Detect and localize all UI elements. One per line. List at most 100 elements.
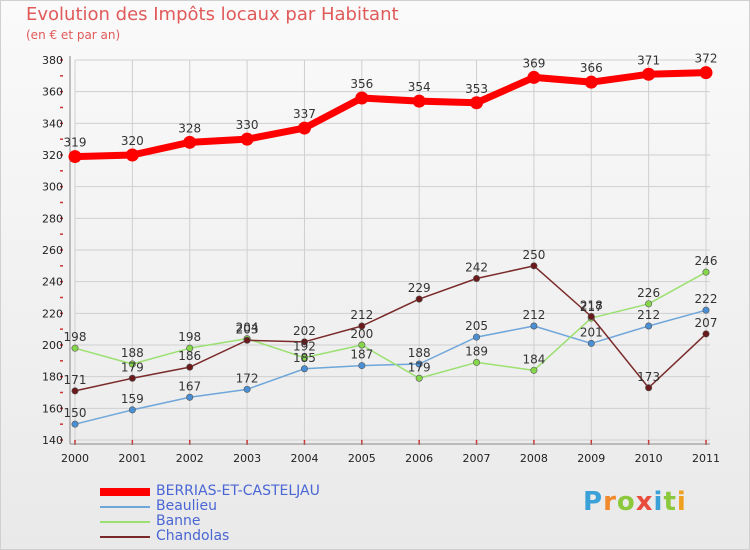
y-tick-label: 280 [42,212,63,225]
data-label-banne: 192 [293,340,316,354]
data-label-chandolas: 207 [695,316,718,330]
data-point-beaulieu [243,385,251,393]
y-tick-label: 340 [42,117,63,130]
data-point-beaulieu [530,322,538,330]
data-point-banne [358,341,366,349]
data-label-chandolas: 186 [178,349,201,363]
data-label-banne: 189 [465,344,488,358]
data-point-chandolas [71,387,79,395]
data-label-chandolas: 173 [637,370,660,384]
x-tick-label: 2001 [118,452,146,465]
chart-title: Evolution des Impôts locaux par Habitant [26,4,399,25]
x-tick-label: 2000 [61,452,89,465]
data-point-beaulieu [473,333,481,341]
data-point-beaulieu [186,393,194,401]
data-label-banne: 217 [580,300,603,314]
data-point-banne [186,344,194,352]
y-tick-label: 220 [42,307,63,320]
y-tick-label: 320 [42,149,63,162]
legend-swatch [100,520,150,523]
data-point-berrias-et-casteljau [68,150,82,164]
data-label-berrias-et-casteljau: 354 [408,80,431,94]
series-line-banne [74,271,707,379]
legend-label: BERRIAS-ET-CASTELJAU [156,483,320,499]
data-point-banne [300,354,308,362]
series-line-chandolas [74,265,707,392]
data-point-banne [71,344,79,352]
data-label-banne: 204 [236,321,259,335]
logo-letter: r [603,487,617,517]
data-point-berrias-et-casteljau [125,148,139,162]
data-label-beaulieu: 150 [64,406,87,420]
data-point-banne [530,366,538,374]
data-label-berrias-et-casteljau: 366 [580,61,603,75]
data-point-berrias-et-casteljau [297,121,311,135]
data-point-beaulieu [702,306,710,314]
y-tick-label: 380 [42,54,63,67]
legend-label: Beaulieu [156,498,217,514]
proxiti-logo: Proxiti [583,487,687,517]
x-tick-label: 2005 [348,452,376,465]
data-label-banne: 198 [178,330,201,344]
y-tick-label: 360 [42,86,63,99]
data-label-chandolas: 242 [465,261,488,275]
data-point-chandolas [702,330,710,338]
data-point-berrias-et-casteljau [699,66,713,80]
legend-swatch [100,487,150,496]
data-label-berrias-et-casteljau: 337 [293,107,316,121]
data-label-beaulieu: 205 [465,319,488,333]
data-point-berrias-et-casteljau [183,135,197,149]
data-point-beaulieu [71,420,79,428]
logo-letter: i [676,487,687,517]
x-tick-label: 2007 [463,452,491,465]
data-point-chandolas [128,374,136,382]
data-label-berrias-et-casteljau: 319 [64,136,87,150]
data-point-chandolas [300,338,308,346]
legend-item-banne: Banne [100,514,320,529]
y-tick-label: 140 [42,434,63,447]
data-point-chandolas [587,312,595,320]
legend: BERRIAS-ET-CASTELJAU Beaulieu Banne Chandol… [100,484,320,544]
data-point-chandolas [645,384,653,392]
data-point-banne [128,360,136,368]
data-point-berrias-et-casteljau [642,67,656,81]
data-label-chandolas: 229 [408,281,431,295]
x-axis-ticks: 2000 2001 2002 2003 2004 2005 2006 2007 2008 2009… [61,452,720,465]
data-point-beaulieu [415,360,423,368]
data-label-beaulieu: 212 [522,308,545,322]
data-label-banne: 200 [350,327,373,341]
x-tick-label: 2008 [520,452,548,465]
series-group [68,66,713,428]
data-label-berrias-et-casteljau: 356 [350,77,373,91]
data-label-banne: 188 [121,346,144,360]
data-point-berrias-et-casteljau [584,75,598,89]
data-label-banne: 179 [408,360,431,374]
data-label-berrias-et-casteljau: 330 [236,118,259,132]
x-tick-label: 2004 [290,452,318,465]
y-tick-label: 260 [42,244,63,257]
x-tick-label: 2009 [577,452,605,465]
data-point-chandolas [530,262,538,270]
data-label-chandolas: 250 [522,248,545,262]
y-tick-label: 300 [42,181,63,194]
x-tick-label: 2003 [233,452,261,465]
series-line-berrias-et-casteljau [71,69,710,161]
data-label-banne: 246 [695,254,718,268]
data-label-berrias-et-casteljau: 353 [465,82,488,96]
logo-letter: P [583,487,604,517]
x-tick-label: 2010 [635,452,663,465]
data-label-banne: 198 [64,330,87,344]
data-point-chandolas [243,336,251,344]
data-point-beaulieu [645,322,653,330]
data-label-banne: 226 [637,286,660,300]
data-point-berrias-et-casteljau [412,94,426,108]
data-point-berrias-et-casteljau [355,91,369,105]
x-tick-label: 2002 [176,452,204,465]
chart-subtitle: (en € et par an) [26,28,121,42]
data-label-chandolas: 171 [64,373,87,387]
data-point-banne [645,300,653,308]
legend-item-beaulieu: Beaulieu [100,499,320,514]
data-point-banne [473,358,481,366]
series-line-beaulieu [74,309,707,425]
